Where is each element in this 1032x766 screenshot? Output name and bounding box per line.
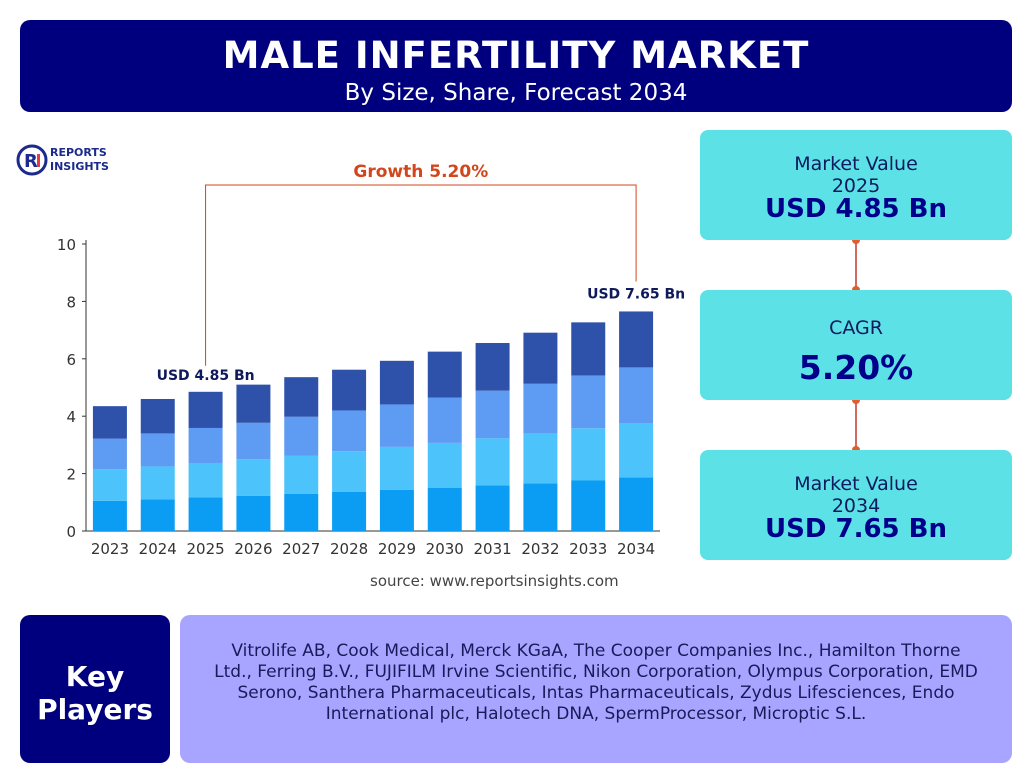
page-subtitle: By Size, Share, Forecast 2034 xyxy=(344,80,688,106)
bar-segment xyxy=(332,369,367,411)
market-value-2025-year: 2025 xyxy=(831,175,881,197)
bar-segment xyxy=(140,499,175,531)
bar-segment xyxy=(92,469,127,501)
bar-segment xyxy=(140,398,175,434)
bar-segment xyxy=(236,459,271,496)
bar-segment xyxy=(427,351,462,398)
bar-segment xyxy=(188,497,223,531)
bar-segment xyxy=(571,480,606,531)
y-tick-label: 6 xyxy=(66,351,76,369)
x-tick-label: 2031 xyxy=(473,540,511,558)
market-value-2025-box: Market Value 2025 USD 4.85 Bn xyxy=(700,130,1012,240)
bar-segment xyxy=(619,477,654,531)
key-players-label-line2: Players xyxy=(37,693,153,726)
end-value-label: USD 7.65 Bn xyxy=(587,286,685,302)
market-value-2034-amount: USD 7.65 Bn xyxy=(765,514,947,544)
bar-segment xyxy=(571,428,606,481)
bar-segment xyxy=(332,410,367,452)
bar-segment xyxy=(619,423,654,478)
bar-segment xyxy=(523,332,558,384)
bar-segment xyxy=(619,311,654,368)
logo-text-line1: REPORTS xyxy=(50,146,107,159)
bar-segment xyxy=(236,422,271,460)
cagr-label: CAGR xyxy=(829,317,883,339)
svg-text:R: R xyxy=(24,151,38,172)
bar-segment xyxy=(427,397,462,443)
y-tick-label: 0 xyxy=(66,523,76,541)
bar-segment xyxy=(475,343,510,391)
logo-icon: R xyxy=(16,144,48,176)
bar-segment xyxy=(236,495,271,531)
x-tick-label: 2034 xyxy=(617,540,655,558)
x-tick-label: 2028 xyxy=(330,540,368,558)
x-tick-label: 2030 xyxy=(426,540,464,558)
market-value-2034-label: Market Value xyxy=(794,473,918,495)
header-banner: MALE INFERTILITY MARKET By Size, Share, … xyxy=(20,20,1012,112)
bar-segment xyxy=(379,446,414,490)
bar-segment xyxy=(379,404,414,447)
x-tick-label: 2026 xyxy=(234,540,272,558)
bar-segment xyxy=(427,487,462,531)
bar-segment xyxy=(236,384,271,423)
market-value-2034-box: Market Value 2034 USD 7.65 Bn xyxy=(700,450,1012,560)
bar-segment xyxy=(379,360,414,405)
x-tick-label: 2029 xyxy=(378,540,416,558)
start-value-label: USD 4.85 Bn xyxy=(157,368,255,384)
bar-segment xyxy=(619,367,654,424)
bar-segment xyxy=(475,438,510,486)
market-value-2025-label: Market Value xyxy=(794,153,918,175)
bar-segment xyxy=(284,416,319,456)
y-tick-label: 8 xyxy=(66,293,76,311)
logo-text-line2: INSIGHTS xyxy=(50,160,109,173)
logo: R REPORTS INSIGHTS xyxy=(15,143,125,177)
x-tick-label: 2025 xyxy=(186,540,224,558)
bar-segment xyxy=(140,433,175,467)
growth-bracket xyxy=(205,184,637,366)
bar-segment xyxy=(571,322,606,376)
bar-segment xyxy=(475,390,510,439)
cagr-value: 5.20% xyxy=(798,348,914,387)
bar-segment xyxy=(284,493,319,531)
bar-segment xyxy=(92,406,127,439)
market-value-2025-amount: USD 4.85 Bn xyxy=(765,194,947,224)
bar-segment xyxy=(571,375,606,429)
bar-segment xyxy=(379,489,414,531)
bar-segment xyxy=(188,462,223,498)
y-tick-label: 2 xyxy=(66,466,76,484)
bar-segment xyxy=(523,383,558,434)
source-note: source: www.reportsinsights.com xyxy=(370,572,619,590)
bar-segment xyxy=(332,451,367,492)
x-tick-label: 2032 xyxy=(521,540,559,558)
bar-segment xyxy=(92,500,127,531)
y-tick-label: 4 xyxy=(66,408,76,426)
market-value-2034-year: 2034 xyxy=(831,495,881,517)
bar-segment xyxy=(188,427,223,463)
cagr-box: CAGR 5.20% xyxy=(700,290,1012,400)
growth-label: Growth 5.20% xyxy=(353,162,488,182)
x-tick-label: 2027 xyxy=(282,540,320,558)
bar-segment xyxy=(92,438,127,470)
bar-segment xyxy=(523,483,558,531)
bar-segment xyxy=(332,491,367,531)
bar-segment xyxy=(284,455,319,494)
y-tick-label: 10 xyxy=(57,236,76,254)
bar-segment xyxy=(284,377,319,417)
bar-segment xyxy=(427,442,462,488)
x-tick-label: 2023 xyxy=(91,540,129,558)
bar-segment xyxy=(523,433,558,484)
bar-segment xyxy=(188,391,223,428)
bar-segment xyxy=(475,485,510,531)
key-players-label: Key Players xyxy=(20,615,170,763)
x-tick-label: 2033 xyxy=(569,540,607,558)
key-players-label-line1: Key xyxy=(65,660,125,693)
market-chart: 0 2 4 6 8 10 2023 2024 2025 2026 2027 2028 2029 2030 2… xyxy=(57,162,685,558)
bar-segment xyxy=(140,466,175,500)
key-players-list: Vitrolife AB, Cook Medical, Merck KGaA, … xyxy=(180,615,1012,763)
page-title: MALE INFERTILITY MARKET xyxy=(222,34,810,77)
x-tick-label: 2024 xyxy=(139,540,177,558)
